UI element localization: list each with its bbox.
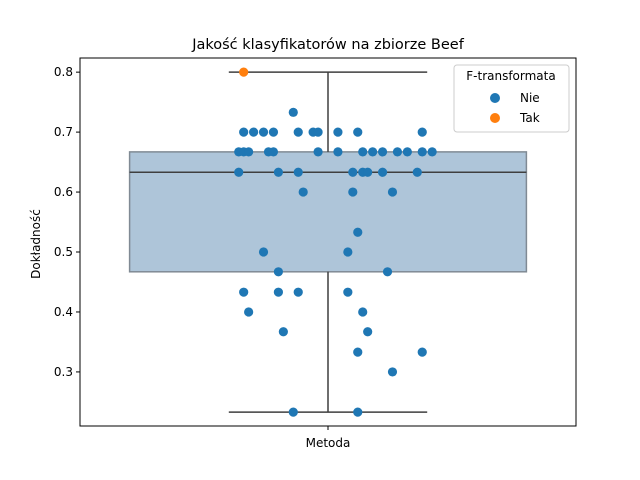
data-point-nie	[293, 287, 303, 297]
data-point-nie	[382, 267, 393, 277]
legend-title: F-transformata	[466, 69, 555, 83]
legend: F-transformata Nie Tak	[453, 64, 570, 133]
data-point-nie	[363, 167, 373, 177]
plot-area	[128, 67, 528, 417]
chart-title: Jakość klasyfikatorów na zbiorze Beef	[191, 37, 464, 53]
data-point-nie	[368, 147, 378, 157]
data-point-nie	[348, 167, 358, 177]
data-point-nie	[278, 327, 288, 337]
data-point-nie	[343, 287, 353, 297]
data-point-nie	[273, 287, 283, 297]
data-point-nie	[244, 147, 254, 157]
data-point-nie	[333, 127, 343, 137]
box-iqr	[128, 151, 528, 273]
legend-label-tak: Tak	[519, 111, 540, 125]
data-point-nie	[288, 407, 298, 417]
axes: 0.3 0.4 0.5 0.6 0.7 0.8 Metoda	[54, 65, 350, 450]
data-point-nie	[377, 167, 388, 177]
data-point-nie	[387, 187, 398, 197]
y-tick-label: 0.7	[54, 125, 73, 139]
data-point-nie	[268, 127, 279, 137]
data-point-nie	[239, 287, 249, 297]
data-point-nie	[288, 107, 298, 117]
data-point-nie	[249, 127, 259, 137]
data-point-nie	[268, 147, 279, 157]
legend-marker-nie	[490, 93, 500, 103]
data-point-nie	[234, 167, 244, 177]
data-point-nie	[417, 347, 427, 357]
data-point-nie	[387, 367, 398, 377]
data-point-nie	[313, 147, 323, 157]
data-point-nie	[427, 147, 437, 157]
data-point-nie	[293, 167, 303, 177]
y-tick-label: 0.3	[54, 365, 73, 379]
data-point-nie	[402, 147, 412, 157]
data-point-nie	[358, 147, 368, 157]
data-point-nie	[417, 147, 427, 157]
y-tick-label: 0.6	[54, 185, 73, 199]
data-point-tak	[239, 67, 249, 77]
legend-label-nie: Nie	[520, 91, 540, 105]
data-point-nie	[392, 147, 403, 157]
data-point-nie	[353, 407, 363, 417]
data-point-nie	[333, 147, 343, 157]
data-point-nie	[273, 167, 283, 177]
y-tick-label: 0.4	[54, 305, 73, 319]
data-point-nie	[353, 227, 363, 237]
y-tick-label: 0.8	[54, 65, 73, 79]
data-point-nie	[417, 127, 427, 137]
data-point-nie	[293, 127, 303, 137]
data-point-nie	[258, 247, 269, 257]
data-point-nie	[348, 187, 358, 197]
legend-marker-tak	[490, 113, 500, 123]
data-point-nie	[258, 127, 269, 137]
data-point-nie	[298, 187, 308, 197]
data-point-nie	[313, 127, 323, 137]
data-point-nie	[358, 307, 368, 317]
data-point-nie	[412, 167, 422, 177]
data-point-nie	[377, 147, 388, 157]
legend-frame	[453, 64, 570, 133]
data-point-nie	[353, 127, 363, 137]
data-point-nie	[343, 247, 353, 257]
x-tick-label: Metoda	[306, 436, 351, 450]
data-point-nie	[244, 307, 254, 317]
data-point-nie	[273, 267, 283, 277]
y-tick-label: 0.5	[54, 245, 73, 259]
data-point-nie	[363, 327, 373, 337]
y-axis-label: Dokładność	[29, 209, 43, 279]
data-point-nie	[239, 127, 249, 137]
data-point-nie	[353, 347, 363, 357]
